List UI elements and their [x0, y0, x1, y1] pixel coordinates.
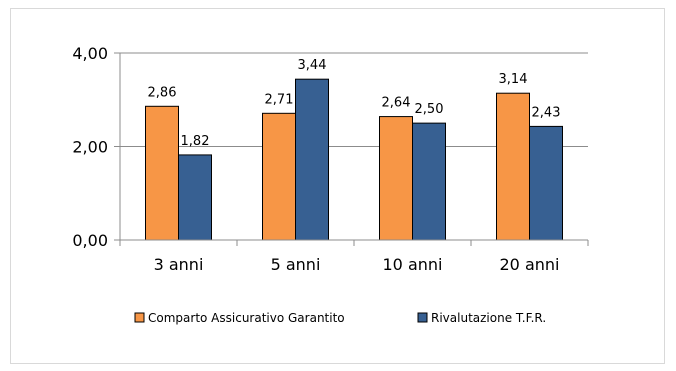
legend-label: Rivalutazione T.F.R. — [431, 311, 546, 325]
y-tick-label: 4,00 — [72, 44, 108, 63]
y-tick-labels: 0,00 2,00 4,00 — [72, 44, 108, 250]
legend-swatch — [417, 312, 428, 323]
bar — [295, 78, 329, 241]
data-label: 2,43 — [532, 105, 561, 120]
x-tick-label: 10 anni — [383, 255, 443, 274]
data-label: 2,50 — [415, 102, 444, 117]
data-label: 2,71 — [265, 92, 294, 107]
x-tick-label: 3 anni — [154, 255, 204, 274]
x-tick-labels: 3 anni 5 anni 10 anni 20 anni — [154, 255, 560, 274]
legend: Comparto Assicurativo Garantito Rivalutaz… — [134, 311, 546, 325]
bar — [379, 116, 413, 241]
bars — [145, 78, 563, 241]
x-tick-label: 5 anni — [271, 255, 321, 274]
bar — [145, 105, 179, 241]
bar — [529, 125, 563, 241]
legend-swatch — [134, 312, 145, 323]
axes — [114, 52, 589, 246]
data-labels: 2,86 1,82 2,71 3,44 2,64 2,50 3,14 2,43 — [148, 58, 561, 149]
bar — [262, 112, 296, 241]
y-tick-label: 0,00 — [72, 231, 108, 250]
data-label: 2,86 — [148, 85, 177, 100]
x-tick-label: 20 anni — [500, 255, 560, 274]
legend-label: Comparto Assicurativo Garantito — [148, 311, 345, 325]
data-label: 3,44 — [298, 58, 327, 73]
bar — [496, 92, 530, 241]
data-label: 2,64 — [382, 96, 411, 111]
data-label: 3,14 — [499, 72, 528, 87]
bar — [412, 122, 446, 241]
y-tick-label: 2,00 — [72, 138, 108, 157]
data-label: 1,82 — [181, 134, 210, 149]
bar — [178, 154, 212, 241]
